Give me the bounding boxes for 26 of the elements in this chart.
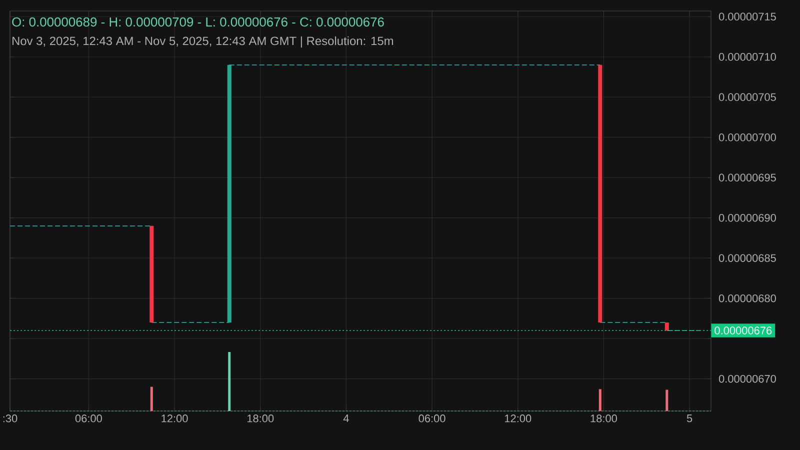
y-tick-label: 0.00000715 (718, 12, 776, 21)
x-tick-label: 12:00 (504, 414, 532, 422)
y-tick-label: 0.00000680 (718, 294, 776, 302)
y-tick-label: 0.00000700 (718, 133, 776, 142)
y-tick-label: 0.00000690 (718, 214, 776, 222)
y-tick-label: 0.00000710 (718, 53, 776, 61)
ref-line-label: 0.00000676 (714, 326, 772, 334)
x-tick-label: 06:00 (75, 414, 102, 422)
candlestick (150, 225, 154, 323)
bar (598, 389, 602, 411)
text: Nov 3, 2025, 12:43 AM - Nov 5, 2025, 12:43 AM GMT | Resolution: 15m (12, 36, 394, 48)
x-tick-label: 4 (343, 414, 349, 422)
x-tick-label: 18:00 (247, 414, 274, 422)
x-tick-label: 18:00 (590, 414, 617, 422)
x-tick-label: :30 (3, 414, 18, 422)
y-tick-label: 0.00000695 (718, 174, 776, 182)
candlestick (598, 64, 602, 323)
y-tick-label: 0.00000670 (718, 374, 776, 383)
x-tick-label: 12:00 (162, 414, 188, 422)
x-tick-label: 5 (686, 414, 692, 422)
x-tick-label: 06:00 (418, 414, 446, 422)
bar (666, 390, 668, 411)
chart-title: O: 0.00000689 - H: 0.00000709 - L: 0.00000676 - C: 0.00000676 (12, 17, 384, 27)
y-tick-label: 0.00000685 (718, 254, 776, 262)
y-tick-label: 0.00000705 (718, 93, 776, 101)
bar (150, 386, 153, 411)
